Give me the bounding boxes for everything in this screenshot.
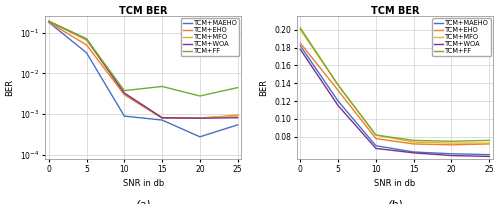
Title: TCM BER: TCM BER <box>119 6 168 16</box>
TCM+FF <box>373 134 379 136</box>
TCM+MAEHO <box>298 44 304 47</box>
TCM+MFO <box>448 142 454 144</box>
TCM+EHO <box>46 21 52 23</box>
Text: (a): (a) <box>136 199 151 204</box>
TCM+FF <box>448 140 454 143</box>
TCM+MFO <box>159 116 165 119</box>
TCM+MFO <box>410 141 416 143</box>
TCM+MFO <box>298 29 304 31</box>
TCM+WOA <box>234 116 240 119</box>
TCM+EHO <box>197 117 203 119</box>
TCM+MAEHO <box>197 136 203 138</box>
TCM+MAEHO <box>448 153 454 155</box>
TCM+WOA <box>122 92 128 94</box>
TCM+EHO <box>298 42 304 44</box>
TCM+MFO <box>373 134 379 136</box>
Line: TCM+EHO: TCM+EHO <box>49 22 238 118</box>
Legend: TCM+MAEHO, TCM+EHO, TCM+MFO, TCM+WOA, TCM+FF: TCM+MAEHO, TCM+EHO, TCM+MFO, TCM+WOA, TC… <box>432 18 491 56</box>
Line: TCM+WOA: TCM+WOA <box>300 49 489 156</box>
Line: TCM+MFO: TCM+MFO <box>300 30 489 143</box>
Line: TCM+MAEHO: TCM+MAEHO <box>300 46 489 155</box>
TCM+FF <box>298 27 304 29</box>
TCM+WOA <box>298 48 304 51</box>
TCM+MAEHO <box>234 124 240 126</box>
TCM+FF <box>46 20 52 22</box>
TCM+EHO <box>373 137 379 140</box>
TCM+WOA <box>84 38 89 40</box>
Legend: TCM+MAEHO, TCM+EHO, TCM+MFO, TCM+WOA, TCM+FF: TCM+MAEHO, TCM+EHO, TCM+MFO, TCM+WOA, TC… <box>181 18 240 56</box>
TCM+MAEHO <box>46 21 52 23</box>
TCM+FF <box>122 89 128 92</box>
Y-axis label: BER: BER <box>260 79 268 96</box>
TCM+WOA <box>410 152 416 154</box>
TCM+MFO <box>197 116 203 119</box>
TCM+EHO <box>84 44 89 46</box>
TCM+MAEHO <box>410 151 416 153</box>
TCM+MFO <box>46 20 52 22</box>
TCM+EHO <box>486 143 492 145</box>
Line: TCM+MFO: TCM+MFO <box>49 21 238 118</box>
Y-axis label: BER: BER <box>6 79 15 96</box>
TCM+MFO <box>335 84 341 86</box>
TCM+MAEHO <box>84 52 89 54</box>
TCM+EHO <box>410 143 416 145</box>
TCM+MAEHO <box>335 100 341 102</box>
TCM+FF <box>197 95 203 97</box>
TCM+FF <box>234 86 240 89</box>
TCM+MAEHO <box>486 153 492 156</box>
X-axis label: SNR in db: SNR in db <box>374 179 416 188</box>
TCM+WOA <box>46 20 52 22</box>
TCM+MFO <box>84 39 89 41</box>
TCM+MFO <box>234 115 240 117</box>
TCM+MAEHO <box>159 119 165 121</box>
TCM+FF <box>410 139 416 142</box>
TCM+FF <box>84 38 89 40</box>
TCM+EHO <box>448 144 454 146</box>
X-axis label: SNR in db: SNR in db <box>122 179 164 188</box>
TCM+WOA <box>335 104 341 107</box>
TCM+MAEHO <box>122 115 128 117</box>
TCM+EHO <box>159 117 165 119</box>
TCM+WOA <box>486 155 492 158</box>
TCM+WOA <box>159 116 165 119</box>
Line: TCM+WOA: TCM+WOA <box>49 21 238 118</box>
Line: TCM+FF: TCM+FF <box>300 28 489 141</box>
TCM+WOA <box>197 117 203 119</box>
Text: (b): (b) <box>387 199 402 204</box>
TCM+MFO <box>486 142 492 144</box>
TCM+FF <box>486 139 492 142</box>
TCM+EHO <box>234 114 240 116</box>
TCM+WOA <box>448 154 454 157</box>
TCM+FF <box>159 85 165 88</box>
TCM+MAEHO <box>373 144 379 147</box>
TCM+FF <box>335 84 341 86</box>
TCM+EHO <box>122 94 128 96</box>
Line: TCM+EHO: TCM+EHO <box>300 43 489 145</box>
TCM+WOA <box>373 147 379 150</box>
Line: TCM+FF: TCM+FF <box>49 21 238 96</box>
Title: TCM BER: TCM BER <box>370 6 419 16</box>
TCM+EHO <box>335 89 341 92</box>
TCM+MFO <box>122 92 128 94</box>
Line: TCM+MAEHO: TCM+MAEHO <box>49 22 238 137</box>
